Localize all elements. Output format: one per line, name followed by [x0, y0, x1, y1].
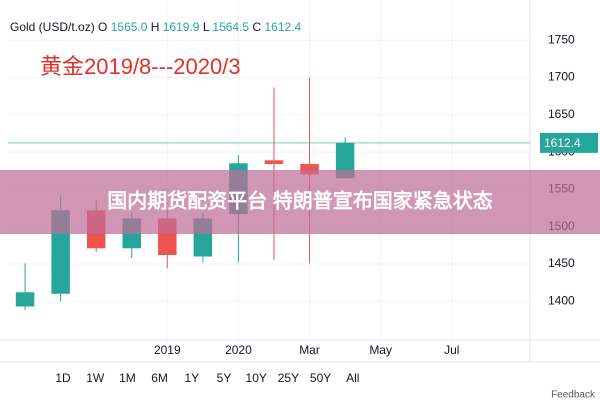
range-button[interactable]: 5Y [217, 371, 232, 385]
candle-body [335, 142, 355, 179]
candle-body [300, 164, 319, 175]
x-tick-label: 2020 [225, 343, 252, 357]
range-button[interactable]: 25Y [278, 371, 299, 385]
range-button[interactable]: 1Y [184, 371, 199, 385]
y-tick-label: 1700 [548, 70, 575, 84]
x-tick-label: May [369, 343, 392, 357]
annotation: 黄金2019/8---2020/3 [40, 54, 241, 79]
symbol: Gold (USD/t.oz) [10, 20, 95, 34]
x-tick-label: 2019 [154, 343, 181, 357]
range-button[interactable]: 1W [86, 371, 105, 385]
symbol-legend: Gold (USD/t.oz) O 1565.0 H 1619.9 L 1564… [10, 20, 301, 34]
x-tick-label: Mar [299, 343, 320, 357]
candle-body [264, 160, 284, 165]
overlay-text: 国内期货配资平台 特朗普宣布国家紧急状态 [107, 188, 493, 212]
range-button[interactable]: All [346, 371, 359, 385]
ohlc-label: L [203, 20, 210, 34]
range-button[interactable]: 1D [55, 371, 71, 385]
ohlc-value: 1612.4 [264, 20, 301, 34]
ohlc-label: C [252, 20, 261, 34]
last-price-box [540, 132, 598, 153]
range-button[interactable]: 50Y [310, 371, 331, 385]
range-button[interactable]: 10Y [246, 371, 267, 385]
range-button[interactable]: 6M [151, 371, 168, 385]
ohlc-label: H [151, 20, 160, 34]
candle-body [15, 292, 35, 307]
footer-link: Feedback [551, 390, 596, 400]
y-tick-label: 1450 [548, 256, 575, 270]
y-tick-label: 1750 [548, 32, 575, 46]
last-price-label: 1612.4 [544, 136, 581, 150]
ohlc-label: O [98, 20, 107, 34]
ohlc-value: 1565.0 [111, 20, 148, 34]
overlay-banner [0, 170, 600, 234]
ohlc-value: 1619.9 [163, 20, 200, 34]
range-button[interactable]: 1M [119, 371, 136, 385]
y-tick-label: 1650 [548, 107, 575, 121]
y-tick-label: 1400 [548, 293, 575, 307]
x-tick-label: Jul [444, 343, 459, 357]
ohlc-value: 1564.5 [212, 20, 249, 34]
